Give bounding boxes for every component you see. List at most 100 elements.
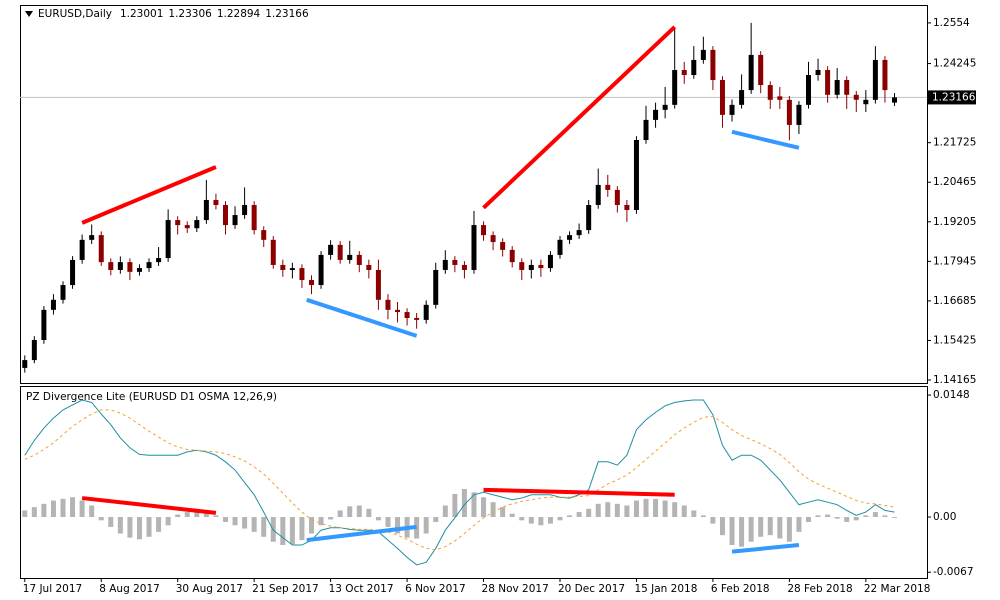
histogram-bar xyxy=(834,517,840,519)
divergence-line xyxy=(306,297,418,338)
divergence-line xyxy=(482,25,677,210)
candle-body xyxy=(70,259,76,286)
candle-body xyxy=(175,220,181,226)
histogram-bar xyxy=(213,515,219,518)
candle-body xyxy=(404,312,410,319)
candle-body xyxy=(528,264,534,270)
candle-body xyxy=(557,239,563,255)
x-tick-label: 6 Nov 2017 xyxy=(405,583,466,595)
histogram-bar xyxy=(175,514,181,518)
candle-body xyxy=(385,299,391,310)
y-tick-label: 1.2554 xyxy=(933,17,970,29)
candle-body xyxy=(653,109,659,120)
histogram-bar xyxy=(825,514,831,518)
candle-body xyxy=(547,254,553,269)
candle-body xyxy=(748,54,754,91)
histogram-bar xyxy=(60,498,66,518)
histogram-bar xyxy=(567,515,573,518)
candle-body xyxy=(681,69,687,76)
candle-body xyxy=(767,85,773,100)
candle-body xyxy=(395,309,401,313)
header-low: 1.22894 xyxy=(217,8,261,20)
histogram-bar xyxy=(194,510,200,518)
histogram-bar xyxy=(442,505,448,518)
histogram-bar xyxy=(50,500,56,518)
histogram-bar xyxy=(347,506,353,518)
candle-body xyxy=(280,264,286,270)
histogram-bar xyxy=(547,517,553,524)
histogram-bar xyxy=(892,517,898,518)
current-price-label: 1.23166 xyxy=(932,91,976,103)
candle-body xyxy=(117,262,123,270)
histogram-bar xyxy=(872,512,878,518)
histogram-bar xyxy=(280,517,286,546)
histogram-bar xyxy=(356,505,362,518)
candle-body xyxy=(461,264,467,270)
x-tick-label: 20 Dec 2017 xyxy=(558,583,625,595)
histogram-bar xyxy=(127,517,133,538)
histogram-bar xyxy=(490,502,496,518)
histogram-bar xyxy=(156,517,162,532)
candle-body xyxy=(471,225,477,270)
y-tick-label: 1.16685 xyxy=(933,295,976,307)
candle-body xyxy=(777,96,783,100)
histogram-bar xyxy=(136,517,142,540)
price-panel xyxy=(20,5,928,384)
y-tick-label: 1.15425 xyxy=(933,334,976,346)
histogram-bar xyxy=(777,517,783,539)
histogram-bar xyxy=(117,517,123,534)
candle-body xyxy=(156,258,162,263)
candle-body xyxy=(796,104,802,125)
histogram-bar xyxy=(289,517,295,545)
candle-body xyxy=(261,230,267,240)
histogram-bar xyxy=(22,510,28,518)
candle-body xyxy=(490,235,496,243)
x-tick-label: 13 Oct 2017 xyxy=(329,583,394,595)
candle-body xyxy=(41,309,47,340)
x-tick-label: 28 Feb 2018 xyxy=(787,583,852,595)
candle-body xyxy=(729,104,735,115)
histogram-bar xyxy=(500,507,506,518)
candle-body xyxy=(739,90,745,105)
menu-arrow xyxy=(25,11,33,17)
histogram-bar xyxy=(748,517,754,542)
histogram-bar xyxy=(624,505,630,518)
histogram-bar xyxy=(146,517,152,537)
header-open: 1.23001 xyxy=(120,8,163,20)
histogram-bar xyxy=(242,517,248,529)
candle-body xyxy=(184,225,190,229)
candle-body xyxy=(299,268,305,281)
histogram-bar xyxy=(672,502,678,518)
indicator-title: PZ Divergence Lite (EURUSD D1 OSMA 12,26… xyxy=(26,391,277,403)
x-tick-label: 17 Jul 2017 xyxy=(23,583,82,595)
divergence-line xyxy=(306,524,417,543)
candle-body xyxy=(825,69,831,95)
y-tick-label: 1.14165 xyxy=(933,374,976,386)
histogram-bar xyxy=(863,515,869,518)
candle-body xyxy=(700,49,706,60)
candle-body xyxy=(844,80,850,95)
histogram-bar xyxy=(681,505,687,518)
candle-body xyxy=(79,239,85,260)
histogram-bar xyxy=(767,517,773,536)
histogram-bar xyxy=(882,515,888,518)
candle-body xyxy=(576,230,582,236)
candle-body xyxy=(605,184,611,190)
oscillator-panel xyxy=(20,386,928,579)
divergence-line xyxy=(731,129,800,150)
candle-body xyxy=(50,299,56,310)
divergence-line xyxy=(731,543,800,554)
histogram-bar xyxy=(710,517,716,524)
candle-body xyxy=(633,140,639,211)
candle-body xyxy=(127,262,133,272)
histogram-bar xyxy=(165,517,171,526)
candle-body xyxy=(614,189,620,205)
candle-body xyxy=(423,304,429,320)
histogram-bar xyxy=(614,503,620,518)
candle-body xyxy=(624,204,630,211)
histogram-bar xyxy=(395,517,401,534)
histogram-bar xyxy=(337,510,343,518)
divergence-line xyxy=(483,487,675,497)
candle-body xyxy=(146,262,152,269)
candle-body xyxy=(691,59,697,76)
